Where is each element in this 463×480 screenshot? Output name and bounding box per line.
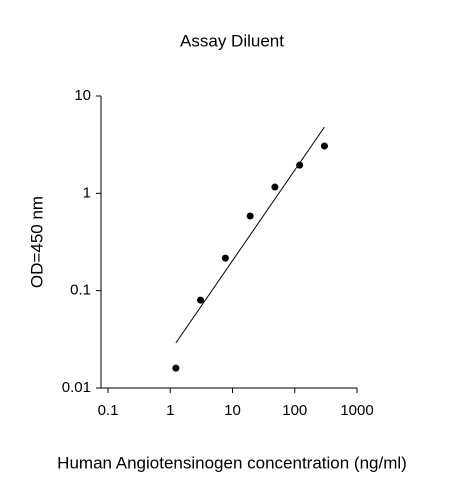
data-point: [172, 364, 180, 372]
x-tick-label: 1000: [340, 402, 373, 419]
y-axis-label: OD=450 nm: [27, 196, 46, 288]
chart-title: Assay Diluent: [180, 31, 284, 50]
y-tick-label: 0.01: [62, 379, 91, 396]
y-tick-label: 0.1: [70, 282, 91, 299]
x-tick-label: 1: [166, 402, 174, 419]
x-tick-label: 0.1: [98, 402, 119, 419]
data-point: [246, 212, 254, 220]
x-tick-label: 10: [224, 402, 241, 419]
y-tick-label: 10: [74, 87, 91, 104]
data-point: [271, 183, 279, 191]
data-point: [197, 296, 205, 304]
y-tick-label: 1: [83, 184, 91, 201]
x-axis-label: Human Angiotensinogen concentration (ng/…: [57, 453, 407, 472]
data-point: [320, 142, 328, 150]
data-point: [296, 161, 304, 169]
trendline: [175, 126, 325, 344]
data-point: [221, 254, 229, 262]
x-tick-label: 100: [282, 402, 307, 419]
